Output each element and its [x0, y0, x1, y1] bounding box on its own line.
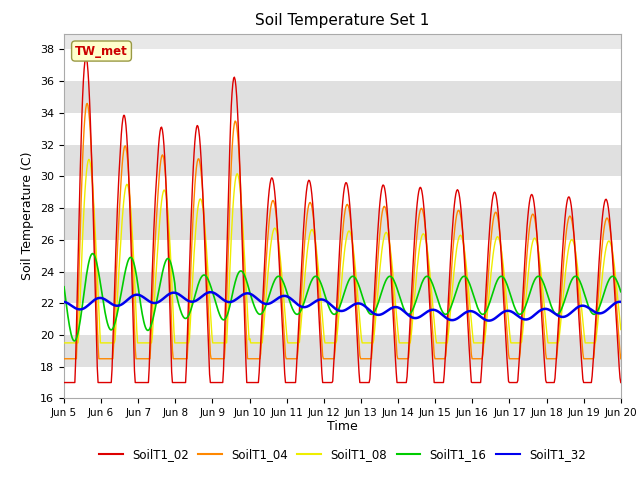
- Bar: [64, 81, 621, 113]
- Bar: [64, 176, 621, 208]
- X-axis label: Time: Time: [327, 420, 358, 432]
- Bar: [64, 272, 621, 303]
- Y-axis label: Soil Temperature (C): Soil Temperature (C): [22, 152, 35, 280]
- Bar: [64, 208, 621, 240]
- Bar: [64, 144, 621, 176]
- Bar: [64, 113, 621, 144]
- Bar: [64, 303, 621, 335]
- Bar: [64, 367, 621, 398]
- Bar: [64, 49, 621, 81]
- Title: Soil Temperature Set 1: Soil Temperature Set 1: [255, 13, 429, 28]
- Bar: [64, 240, 621, 272]
- Bar: [64, 335, 621, 367]
- Legend: SoilT1_02, SoilT1_04, SoilT1_08, SoilT1_16, SoilT1_32: SoilT1_02, SoilT1_04, SoilT1_08, SoilT1_…: [94, 443, 591, 466]
- Text: TW_met: TW_met: [75, 45, 128, 58]
